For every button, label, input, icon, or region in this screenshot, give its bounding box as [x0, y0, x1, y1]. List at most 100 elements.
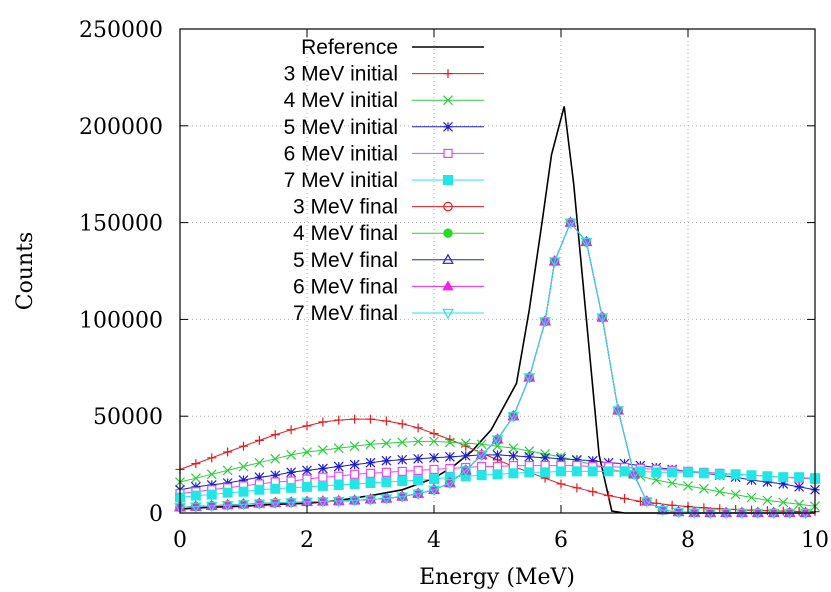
y-axis-title: Counts [13, 232, 38, 311]
x-tick-label: 2 [300, 528, 314, 553]
data-point [205, 501, 218, 513]
data-point [683, 480, 693, 491]
data-point [348, 496, 361, 507]
x-tick-label: 6 [554, 528, 568, 553]
data-point [620, 493, 629, 503]
data-point [619, 466, 630, 477]
data-point [540, 452, 551, 463]
data-point [333, 461, 344, 472]
data-point [556, 466, 566, 477]
data-point [571, 466, 582, 477]
legend-label: 5 MeV final [293, 249, 398, 272]
data-point [564, 218, 577, 229]
data-point [443, 148, 453, 158]
legend: Reference 3 MeV initial 4 MeV initial 5 MeV… [284, 36, 484, 325]
legend-label: 7 MeV final [293, 302, 398, 325]
data-point [349, 478, 360, 489]
data-point [317, 497, 329, 508]
y-tick-label: 0 [149, 502, 163, 527]
data-point [730, 469, 741, 480]
data-point [254, 472, 265, 483]
data-point [508, 468, 519, 479]
data-point [365, 457, 376, 468]
series-line [179, 221, 806, 514]
data-point [270, 430, 280, 440]
data-point [221, 500, 234, 512]
legend-entry: 7 MeV initial [284, 169, 484, 192]
data-point [640, 497, 653, 508]
data-point [302, 481, 312, 492]
data-point [762, 495, 773, 506]
legend-label: 7 MeV initial [284, 169, 398, 192]
data-point [508, 450, 519, 461]
data-point [222, 478, 233, 488]
data-point [698, 468, 709, 479]
legend-entry: 3 MeV final [293, 196, 484, 219]
data-point [476, 470, 487, 481]
data-point [492, 469, 503, 480]
x-tick-label: 0 [173, 528, 187, 553]
data-point [428, 485, 440, 496]
data-point [714, 469, 725, 480]
data-point [318, 472, 328, 482]
data-point [206, 489, 217, 500]
data-point [491, 435, 504, 446]
data-point [190, 473, 201, 484]
data-point [301, 497, 313, 508]
data-point [444, 437, 455, 448]
series-line [179, 221, 806, 514]
data-point [571, 454, 582, 465]
data-point [190, 481, 201, 492]
data-point [332, 496, 345, 508]
data-point [238, 486, 249, 497]
data-point [524, 451, 535, 462]
data-point [286, 467, 297, 478]
data-point [604, 491, 614, 501]
data-point [381, 416, 391, 426]
data-point [349, 441, 360, 452]
data-point [778, 479, 789, 489]
data-point [254, 457, 265, 468]
series-line [179, 221, 806, 514]
data-point [475, 450, 488, 462]
data-point [548, 257, 561, 268]
data-point [443, 228, 453, 238]
data-point [794, 499, 805, 510]
data-point [714, 486, 725, 497]
series-line [179, 221, 806, 514]
data-point [492, 449, 503, 460]
data-point [270, 453, 281, 464]
data-point [556, 479, 566, 489]
data-point [443, 95, 453, 106]
data-point [413, 465, 423, 476]
data-point [317, 463, 328, 474]
data-point [381, 438, 392, 449]
data-point [508, 443, 519, 454]
data-point [317, 445, 328, 456]
data-point [366, 414, 375, 424]
data-point [397, 437, 408, 448]
data-point [413, 475, 424, 486]
legend-label: 6 MeV initial [284, 142, 398, 165]
x-tick-label: 10 [801, 528, 829, 553]
legend-entry: 4 MeV final [293, 222, 484, 245]
data-point [429, 464, 439, 475]
data-point [746, 470, 757, 481]
data-point [365, 439, 376, 450]
data-point [396, 492, 409, 503]
data-point [612, 406, 624, 417]
axis-ticks: 0 2 4 6 8 10 0 50000 100000 150000 200000 250000 [79, 18, 829, 553]
data-point [460, 438, 471, 449]
data-point [762, 471, 773, 482]
data-point [349, 459, 360, 470]
data-point [429, 452, 439, 463]
legend-entry: 3 MeV initial [284, 63, 484, 86]
data-point [596, 313, 609, 324]
data-point [317, 480, 328, 491]
data-point [333, 479, 344, 490]
data-point [269, 498, 282, 510]
data-point [222, 487, 233, 498]
data-point [445, 463, 455, 474]
data-point [429, 474, 439, 485]
data-point [285, 498, 297, 509]
